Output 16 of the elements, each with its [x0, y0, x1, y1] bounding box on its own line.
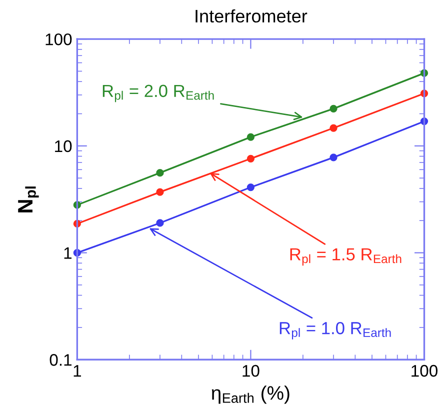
chart-title: Interferometer: [196, 9, 308, 23]
annotation: R$_{pl}$ = 1.0 R$_{Earth}$: [280, 322, 391, 340]
x-tick-label: 1: [74, 365, 81, 377]
point: [246, 183, 255, 192]
y-tick-label: 100: [46, 33, 72, 46]
y-tick-label: 0.1: [50, 354, 72, 366]
x-tick-label: 10: [242, 364, 260, 377]
y-tick-label: 1: [64, 247, 72, 259]
y-axis-title: N$_{pl}$: [18, 186, 39, 212]
annotation: R$_{pl}$ = 2.0 R$_{Earth}$: [102, 84, 214, 102]
annotation: R$_{pl}$ = 1.5 R$_{Earth}$: [290, 248, 402, 266]
point: [246, 133, 255, 141]
y-tick-label: 10: [55, 140, 72, 152]
x-axis-title: η$_{Earth}$ (%): [212, 386, 290, 404]
x-tick-label: 100: [412, 364, 438, 377]
point: [246, 154, 255, 162]
